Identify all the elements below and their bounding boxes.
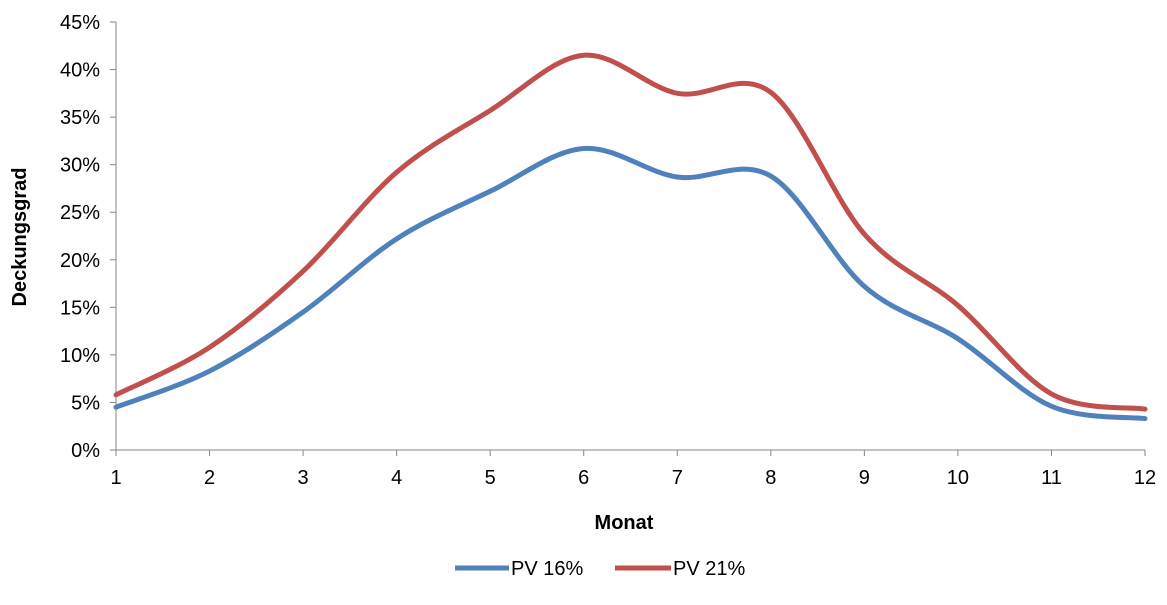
series-line-pv-21 [113,52,1148,412]
x-tick-label: 1 [110,467,121,489]
x-tick-label: 2 [204,467,215,489]
y-tick-label: 45% [60,12,100,34]
y-tick-label: 25% [60,202,100,224]
y-tick-label: 0% [71,440,100,462]
x-tick-label: 7 [672,467,683,489]
y-tick-label: 30% [60,155,100,177]
x-axis-title: Monat [595,512,654,534]
x-tick-label: 3 [298,467,309,489]
legend: PV 16% PV 21% [455,558,745,580]
axes [110,21,1146,456]
series-lines [113,52,1148,422]
legend-label-pv-21: PV 21% [673,558,745,580]
x-tick-label: 10 [947,467,969,489]
x-tick-labels: 1 2 3 4 5 6 7 8 9 10 11 12 [110,467,1156,489]
series-line-pv-16 [113,145,1148,422]
y-axis-title: Deckungsgrad [9,168,31,307]
y-tick-label: 15% [60,297,100,319]
y-tick-label: 35% [60,107,100,129]
y-tick-label: 40% [60,60,100,82]
x-tick-label: 9 [859,467,870,489]
x-tick-label: 11 [1041,467,1062,489]
x-tick-label: 6 [578,467,589,489]
legend-label-pv-16: PV 16% [511,558,583,580]
x-tick-label: 8 [765,467,776,489]
y-tick-label: 20% [60,250,100,272]
x-tick-label: 4 [391,467,402,489]
x-tick-label: 5 [485,467,496,489]
x-tick-label: 12 [1134,467,1156,489]
y-tick-label: 5% [71,392,100,414]
y-tick-label: 10% [60,345,100,367]
y-tick-labels: 0% 5% 10% 15% 20% 25% 30% 35% 40% 45% [60,12,100,462]
